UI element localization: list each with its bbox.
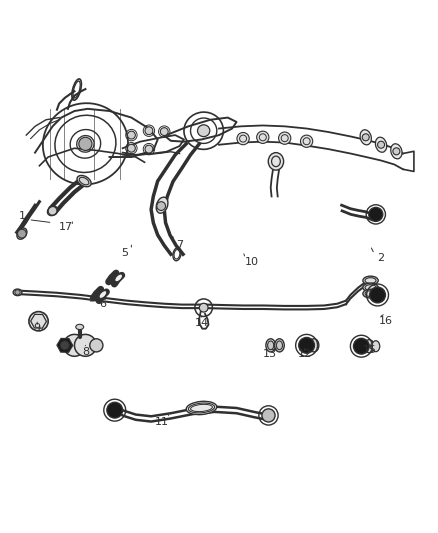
Ellipse shape [363, 276, 378, 285]
Ellipse shape [364, 340, 374, 353]
Circle shape [237, 133, 249, 145]
Circle shape [257, 131, 269, 143]
Text: 10: 10 [245, 257, 259, 267]
Ellipse shape [375, 137, 387, 152]
Circle shape [107, 402, 123, 418]
Circle shape [157, 201, 166, 211]
Circle shape [15, 290, 20, 295]
Circle shape [300, 135, 313, 147]
Ellipse shape [76, 324, 84, 329]
Circle shape [369, 207, 383, 221]
Ellipse shape [266, 339, 276, 352]
Ellipse shape [363, 283, 378, 292]
Circle shape [393, 148, 400, 155]
Circle shape [160, 128, 168, 135]
Circle shape [18, 229, 26, 238]
Ellipse shape [363, 289, 378, 298]
Circle shape [262, 409, 275, 422]
Text: 1: 1 [18, 211, 25, 221]
Circle shape [353, 338, 369, 354]
Ellipse shape [276, 341, 283, 350]
Circle shape [74, 334, 96, 356]
Circle shape [29, 312, 48, 331]
Text: 6: 6 [99, 298, 106, 309]
Ellipse shape [360, 130, 371, 145]
Ellipse shape [99, 290, 107, 298]
Ellipse shape [198, 125, 210, 136]
Ellipse shape [372, 341, 380, 352]
Ellipse shape [275, 339, 284, 352]
Text: 15: 15 [363, 345, 377, 355]
Circle shape [199, 303, 208, 312]
Circle shape [370, 287, 385, 303]
Ellipse shape [77, 135, 94, 152]
Circle shape [33, 316, 44, 327]
Ellipse shape [115, 274, 123, 282]
Text: 9: 9 [34, 323, 41, 333]
Circle shape [64, 334, 85, 356]
Ellipse shape [13, 289, 22, 296]
Ellipse shape [268, 152, 284, 170]
Circle shape [60, 341, 69, 350]
Ellipse shape [77, 175, 91, 187]
Text: 11: 11 [155, 417, 169, 427]
Circle shape [362, 134, 369, 141]
Circle shape [90, 339, 103, 352]
Ellipse shape [156, 197, 168, 213]
Circle shape [145, 127, 153, 135]
Ellipse shape [17, 228, 27, 239]
Text: 14: 14 [194, 318, 208, 328]
Text: 5: 5 [121, 248, 128, 259]
Ellipse shape [268, 341, 274, 350]
Circle shape [127, 131, 135, 139]
Ellipse shape [309, 339, 319, 352]
Text: 17: 17 [59, 222, 73, 232]
Ellipse shape [47, 206, 58, 216]
Circle shape [279, 132, 291, 144]
Text: 13: 13 [262, 349, 276, 359]
Circle shape [299, 337, 314, 353]
Circle shape [378, 141, 385, 148]
Text: 7: 7 [176, 240, 183, 249]
Text: 12: 12 [297, 349, 311, 359]
Text: 2: 2 [378, 253, 385, 263]
Ellipse shape [391, 144, 402, 159]
Text: 16: 16 [378, 316, 392, 326]
Circle shape [127, 144, 135, 152]
Circle shape [79, 138, 92, 150]
Circle shape [145, 145, 153, 153]
Ellipse shape [186, 401, 217, 415]
Text: 8: 8 [82, 347, 89, 357]
